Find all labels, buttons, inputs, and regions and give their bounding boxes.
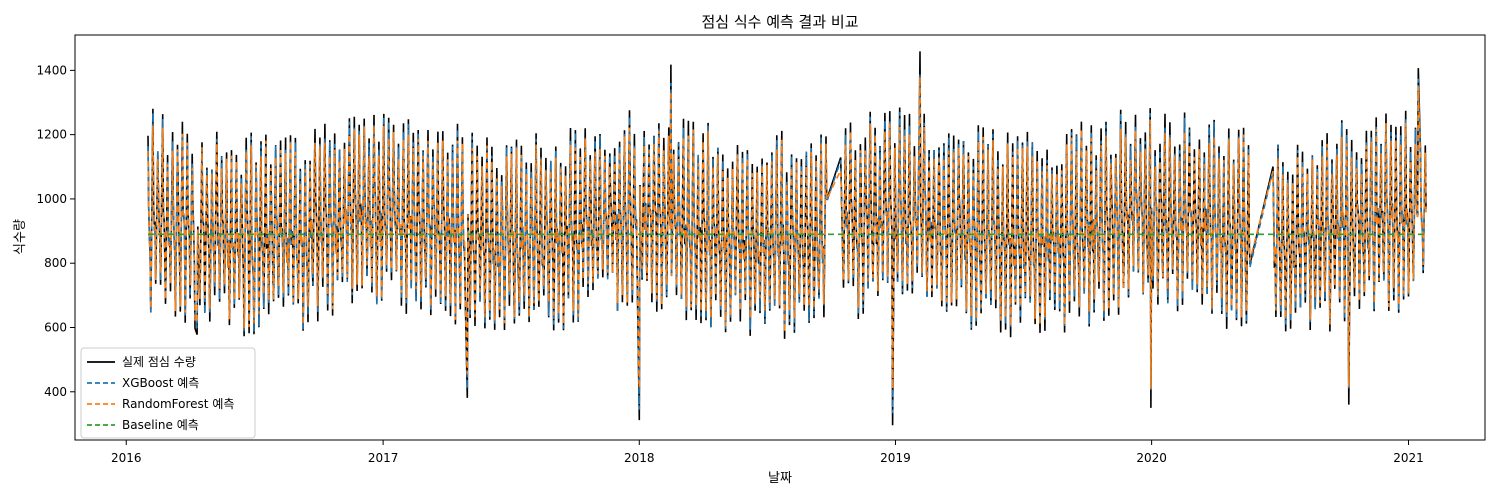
y-axis-label: 식수량 [13,219,28,255]
chart-title: 점심 식수 예측 결과 비교 [701,13,858,31]
plot-frame [74,34,1486,441]
series-layer [147,51,1427,426]
y-tick-label: 800 [44,256,67,270]
legend: 실제 점심 수량 XGBoost 예측 RandomForest 예측 Baselin… [80,347,256,439]
x-axis: 2016 2017 2018 2019 2020 2021 [111,440,1424,465]
legend-label: RandomForest 예측 [122,397,234,411]
x-tick-label: 2018 [624,451,655,465]
legend-label: 실제 점심 수량 [122,355,196,369]
series-line-randomforest [147,76,1427,389]
y-tick-label: 1200 [36,128,67,142]
legend-box [80,347,256,439]
x-tick-label: 2019 [880,451,911,465]
y-axis: 400 600 800 1000 1200 1400 [36,63,75,399]
x-tick-label: 2016 [111,451,142,465]
x-axis-label: 날짜 [768,471,792,486]
y-tick-label: 400 [44,385,67,399]
legend-label: XGBoost 예측 [122,376,199,390]
y-tick-label: 1400 [36,63,67,77]
x-tick-label: 2017 [368,451,399,465]
x-tick-label: 2020 [1136,451,1167,465]
x-tick-label: 2021 [1393,451,1424,465]
legend-label: Baseline 예측 [122,418,199,432]
y-tick-label: 600 [44,321,67,335]
y-tick-label: 1000 [36,192,67,206]
